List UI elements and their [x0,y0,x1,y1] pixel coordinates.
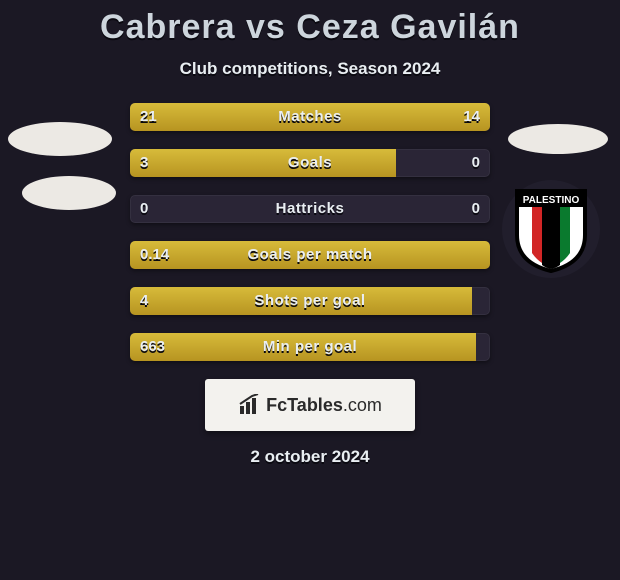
stat-left-value: 663 [140,333,165,361]
left-player-oval-2 [22,176,116,210]
stat-right-value: 14 [463,103,480,131]
stat-left-value: 3 [140,149,148,177]
right-player-oval [508,124,608,154]
stat-label: Shots per goal [130,287,490,315]
stat-label: Goals [130,149,490,177]
stat-label: Hattricks [130,195,490,223]
badge-label: PALESTINO [523,195,580,206]
brand-box: FcTables.com [205,379,415,431]
brand-text: FcTables.com [266,395,382,416]
date-text: 2 october 2024 [0,447,620,467]
subtitle: Club competitions, Season 2024 [0,59,620,79]
left-player-oval-1 [8,122,112,156]
stat-left-value: 4 [140,287,148,315]
brand-name: FcTables [266,395,343,415]
brand-domain: .com [343,395,382,415]
stat-label: Goals per match [130,241,490,269]
stat-right-value: 0 [472,195,480,223]
stat-row: Matches21 14 [130,103,490,131]
stat-row: Goals3 0 [130,149,490,177]
brand-chart-icon [238,394,260,416]
stat-left-value: 21 [140,103,157,131]
stat-label: Min per goal [130,333,490,361]
stat-label: Matches [130,103,490,131]
stat-left-value: 0.14 [140,241,169,269]
palestino-shield-icon: PALESTINO [512,185,590,273]
stat-row: Goals per match0.14 [130,241,490,269]
stat-row: Shots per goal4 [130,287,490,315]
stats-bars: Matches2114Goals30Hattricks00Goals per m… [130,103,490,361]
right-club-badge: PALESTINO [502,180,600,278]
stat-right-value: 0 [472,149,480,177]
page-title: Cabrera vs Ceza Gavilán [0,0,620,47]
stat-row: Min per goal663 [130,333,490,361]
stat-left-value: 0 [140,195,148,223]
stat-row: Hattricks0 0 [130,195,490,223]
comparison-infographic: Cabrera vs Ceza Gavilán Club competition… [0,0,620,580]
